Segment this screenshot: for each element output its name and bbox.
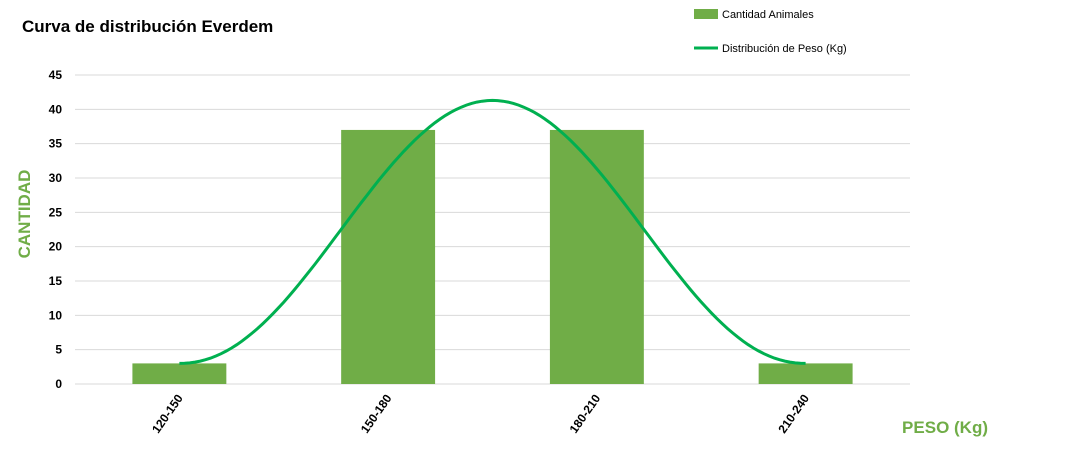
y-tick-label: 15 <box>49 274 63 288</box>
y-tick-label: 40 <box>49 102 63 116</box>
y-tick-label: 10 <box>49 308 63 322</box>
y-axis-title: CANTIDAD <box>15 170 34 259</box>
x-tick-label: 180-210 <box>567 391 604 435</box>
y-tick-label: 35 <box>49 137 63 151</box>
distribution-curve <box>179 98 806 365</box>
legend: Cantidad Animales Distribución de Peso (… <box>694 9 847 55</box>
y-tick-label: 5 <box>55 343 62 357</box>
x-axis-ticks: 120-150 150-180 180-210 210-240 <box>149 391 812 435</box>
bar <box>341 129 436 384</box>
y-tick-label: 0 <box>55 377 62 391</box>
legend-label-line: Distribución de Peso (Kg) <box>722 43 847 55</box>
x-axis-title: PESO (Kg) <box>902 418 988 437</box>
y-tick-label: 30 <box>49 171 63 185</box>
legend-swatch-bar <box>694 9 718 19</box>
x-tick-label: 120-150 <box>149 391 186 435</box>
bar <box>132 363 227 384</box>
bar <box>758 363 853 384</box>
y-tick-label: 20 <box>49 240 63 254</box>
gridlines <box>75 74 910 385</box>
x-tick-label: 150-180 <box>358 391 395 435</box>
bar <box>549 129 644 384</box>
y-tick-label: 25 <box>49 205 63 219</box>
x-tick-label: 210-240 <box>775 391 812 435</box>
chart-title: Curva de distribución Everdem <box>22 17 273 36</box>
legend-label-bar: Cantidad Animales <box>722 9 814 21</box>
y-axis-ticks: 0 5 10 15 20 25 30 35 40 45 <box>49 68 63 391</box>
y-tick-label: 45 <box>49 68 63 82</box>
bar-series <box>132 129 853 384</box>
